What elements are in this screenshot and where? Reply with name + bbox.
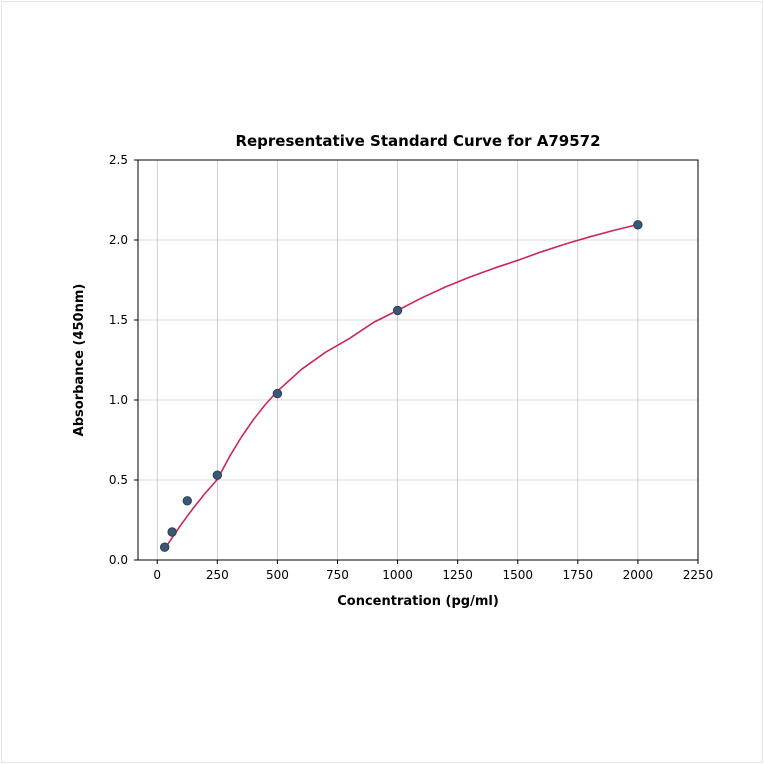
svg-text:0: 0 (153, 568, 161, 582)
svg-text:2250: 2250 (683, 568, 714, 582)
svg-text:1.0: 1.0 (109, 393, 128, 407)
svg-text:2.5: 2.5 (109, 153, 128, 167)
svg-text:Concentration (pg/ml): Concentration (pg/ml) (337, 594, 499, 609)
svg-text:0.0: 0.0 (109, 553, 128, 567)
chart-svg: 0 250 500 750 1000 1250 1500 1750 2000 2250 0.0 0.5… (50, 130, 714, 634)
svg-text:750: 750 (326, 568, 349, 582)
svg-text:Representative Standard Curve: Representative Standard Curve for A79572 (235, 132, 600, 150)
svg-text:1750: 1750 (563, 568, 594, 582)
svg-text:1250: 1250 (442, 568, 473, 582)
svg-text:2.0: 2.0 (109, 233, 128, 247)
svg-text:1000: 1000 (382, 568, 413, 582)
svg-text:0.5: 0.5 (109, 473, 128, 487)
svg-text:500: 500 (266, 568, 289, 582)
svg-text:Absorbance (450nm): Absorbance (450nm) (72, 284, 87, 437)
svg-text:2000: 2000 (623, 568, 654, 582)
svg-text:1500: 1500 (502, 568, 533, 582)
standard-curve-chart: 0 250 500 750 1000 1250 1500 1750 2000 2250 0.0 0.5… (50, 130, 714, 634)
svg-text:250: 250 (206, 568, 229, 582)
svg-text:1.5: 1.5 (109, 313, 128, 327)
